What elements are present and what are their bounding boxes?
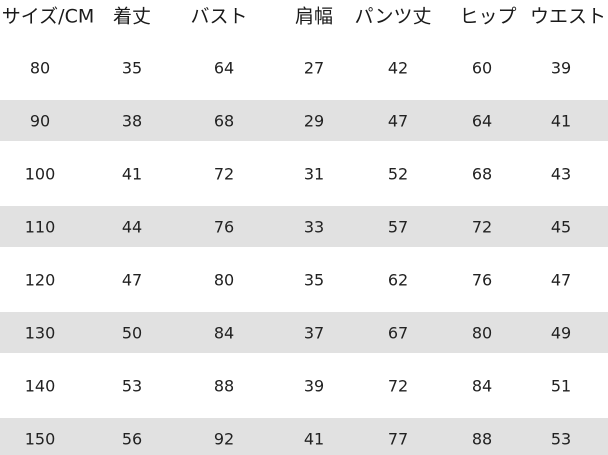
table-cell: 84 bbox=[213, 323, 235, 343]
table-cell: 88 bbox=[471, 429, 493, 449]
table-cell: 49 bbox=[550, 323, 572, 343]
table-cell: 41 bbox=[303, 429, 325, 449]
table-cell: 53 bbox=[550, 429, 572, 449]
table-cell: 150 bbox=[24, 429, 56, 449]
table-cell: 47 bbox=[121, 270, 143, 290]
table-cell: 31 bbox=[303, 164, 325, 184]
table-cell: 80 bbox=[29, 58, 51, 78]
table-cell: 38 bbox=[121, 111, 143, 131]
table-cell: 100 bbox=[24, 164, 56, 184]
table-cell: 130 bbox=[24, 323, 56, 343]
table-cell: 64 bbox=[471, 111, 493, 131]
table-cell: 140 bbox=[24, 376, 56, 396]
table-cell: 35 bbox=[121, 58, 143, 78]
table-cell: 90 bbox=[29, 111, 51, 131]
row-band bbox=[0, 312, 608, 353]
table-cell: 72 bbox=[471, 217, 493, 237]
table-cell: 27 bbox=[303, 58, 325, 78]
table-cell: 47 bbox=[550, 270, 572, 290]
table-cell: 41 bbox=[550, 111, 572, 131]
row-band bbox=[0, 206, 608, 247]
table-cell: 64 bbox=[213, 58, 235, 78]
table-cell: 80 bbox=[471, 323, 493, 343]
table-cell: 68 bbox=[471, 164, 493, 184]
table-cell: 44 bbox=[121, 217, 143, 237]
table-cell: 77 bbox=[387, 429, 409, 449]
table-cell: 57 bbox=[387, 217, 409, 237]
table-cell: 51 bbox=[550, 376, 572, 396]
table-cell: 72 bbox=[387, 376, 409, 396]
table-cell: 33 bbox=[303, 217, 325, 237]
table-cell: 110 bbox=[24, 217, 56, 237]
table-cell: 72 bbox=[213, 164, 235, 184]
header-cell: 着丈 bbox=[112, 5, 152, 28]
table-cell: 80 bbox=[213, 270, 235, 290]
header-cell: パンツ丈 bbox=[354, 5, 432, 28]
table-cell: 29 bbox=[303, 111, 325, 131]
header-cell: ウエスト bbox=[529, 5, 607, 28]
header-cell: ヒップ bbox=[459, 5, 517, 28]
row-band bbox=[0, 100, 608, 141]
header-cell: サイズ/CM bbox=[1, 5, 95, 28]
table-cell: 52 bbox=[387, 164, 409, 184]
header-cell: 肩幅 bbox=[294, 5, 334, 28]
table-cell: 120 bbox=[24, 270, 56, 290]
table-cell: 45 bbox=[550, 217, 572, 237]
table-cell: 39 bbox=[550, 58, 572, 78]
table-cell: 76 bbox=[213, 217, 235, 237]
table-cell: 35 bbox=[303, 270, 325, 290]
table-cell: 50 bbox=[121, 323, 143, 343]
table-cell: 68 bbox=[213, 111, 235, 131]
table-cell: 47 bbox=[387, 111, 409, 131]
table-cell: 37 bbox=[303, 323, 325, 343]
table-cell: 41 bbox=[121, 164, 143, 184]
table-cell: 53 bbox=[121, 376, 143, 396]
table-cell: 62 bbox=[387, 270, 409, 290]
table-cell: 88 bbox=[213, 376, 235, 396]
table-cell: 43 bbox=[550, 164, 572, 184]
header-cell: バスト bbox=[190, 5, 248, 28]
table-cell: 67 bbox=[387, 323, 409, 343]
table-cell: 84 bbox=[471, 376, 493, 396]
row-band bbox=[0, 418, 608, 455]
table-cell: 76 bbox=[471, 270, 493, 290]
table-cell: 56 bbox=[121, 429, 143, 449]
table-cell: 39 bbox=[303, 376, 325, 396]
table-cell: 42 bbox=[387, 58, 409, 78]
table-cell: 92 bbox=[213, 429, 235, 449]
table-cell: 60 bbox=[471, 58, 493, 78]
